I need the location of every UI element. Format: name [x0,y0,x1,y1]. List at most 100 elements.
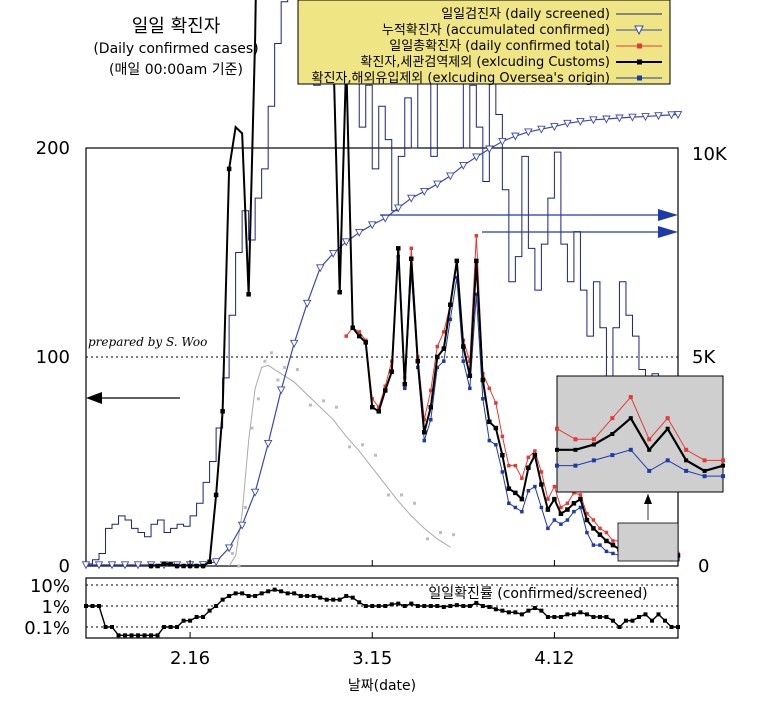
customs-point-29 [337,289,342,295]
customs-point-58 [526,465,531,471]
legend-box [297,0,671,85]
inset-point-0-7 [684,447,689,452]
oversea-point-13 [481,397,485,401]
rate-point-46 [383,604,388,608]
customs-point-60 [539,482,544,487]
customs-point-41 [415,358,421,364]
oversea-point-11 [468,386,472,391]
fit-scatter-point-21 [452,533,456,537]
accum-point-35 [537,125,546,134]
oversea-point-25 [559,522,563,526]
rate-point-42 [357,600,362,605]
legend-label-0: 일일검진자 (daily screened) [441,7,610,22]
total-point-12 [422,417,427,422]
inset-point-0-2 [591,437,596,442]
accum-point-20 [341,238,351,247]
ytick-left-200: 200 [36,138,70,159]
rate-point-21 [220,597,225,602]
rate-point-15 [181,618,186,623]
fit-scatter-point-1 [237,564,241,568]
accum-point-3 [120,561,130,570]
rate-point-5 [116,633,121,638]
signature: prepared by S. Woo [88,335,207,349]
rate-point-81 [610,618,615,623]
oversea-point-27 [572,509,576,514]
x-axis-ticks: 2.16 3.15 4.12 [170,560,574,669]
customs-point-5 [181,563,186,569]
total-point-22 [487,386,492,391]
rate-point-54 [435,604,440,608]
accum-point-27 [433,180,442,189]
fit-scatter-point-7 [276,378,280,382]
inset-point-1-7 [684,468,689,473]
total-point-10 [409,246,414,251]
fit-scatter-point-18 [413,501,417,505]
series-daily-screened [86,0,678,565]
inset-line-2 [557,416,724,473]
xtick-label-2: 4.12 [534,648,574,669]
fit-scatter-point-10 [308,403,312,407]
total-point-5 [376,405,381,409]
total-point-40 [604,530,609,535]
customs-point-59 [532,452,538,458]
inset-point-0-6 [665,416,670,421]
total-point-35 [572,491,576,495]
accum-point-0 [81,561,91,570]
inset-point-1-6 [665,458,670,463]
customs-point-47 [454,258,460,264]
rate-point-43 [363,604,368,608]
rate-point-59 [467,604,472,608]
rate-point-91 [676,625,680,629]
rate-point-52 [422,604,427,608]
inset-point-1-2 [591,458,596,463]
legend-marker-2 [637,43,642,49]
fit-scatter-point-8 [282,365,286,369]
accum-point-1 [94,561,104,570]
oversea-point-21 [533,484,537,489]
rate-point-70 [539,608,544,613]
total-point-27 [520,476,524,480]
rate-point-56 [448,604,453,608]
customs-point-66 [578,496,583,502]
customs-point-40 [409,256,414,262]
rate-point-17 [194,614,199,619]
customs-point-35 [376,409,381,414]
oversea-point-5 [429,417,433,422]
inset-point-0-0 [555,426,559,431]
rate-point-86 [643,612,648,617]
rate-point-58 [461,604,466,608]
accum-point-45 [667,111,676,120]
inset-point-1-3 [610,453,615,458]
x-axis-label: 날짜(date) [348,678,416,694]
rate-ytick-1: 1% [41,597,70,618]
customs-point-56 [513,490,518,496]
rate-point-75 [571,612,576,617]
ytick-left-100: 100 [36,347,70,368]
ytick-left-0: 0 [59,556,70,577]
rate-point-62 [487,604,492,609]
total-point-15 [442,330,446,334]
inset-point-0-1 [573,437,578,442]
rate-point-50 [409,601,414,606]
xtick-label-1: 3.15 [352,648,392,669]
customs-point-8 [200,563,206,569]
oversea-point-8 [448,317,453,322]
oversea-point-12 [474,292,479,297]
oversea-point-18 [513,505,518,510]
total-point-23 [494,401,498,405]
chart-title: 일일 확진자 [132,16,221,37]
rate-point-65 [506,610,511,615]
total-point-34 [565,501,570,506]
rate-point-29 [272,587,277,592]
total-point-36 [578,493,583,497]
rate-point-73 [558,614,563,619]
accum-point-44 [654,112,663,121]
legend-label-2: 일일총확진자 (daily confirmed total) [389,39,610,54]
customs-point-37 [389,369,395,374]
rate-point-34 [305,593,310,598]
accum-point-11 [224,544,234,553]
inset-point-1-1 [573,463,578,468]
accum-point-30 [472,153,481,162]
customs-point-69 [597,532,603,537]
accum-point-15 [276,386,286,395]
